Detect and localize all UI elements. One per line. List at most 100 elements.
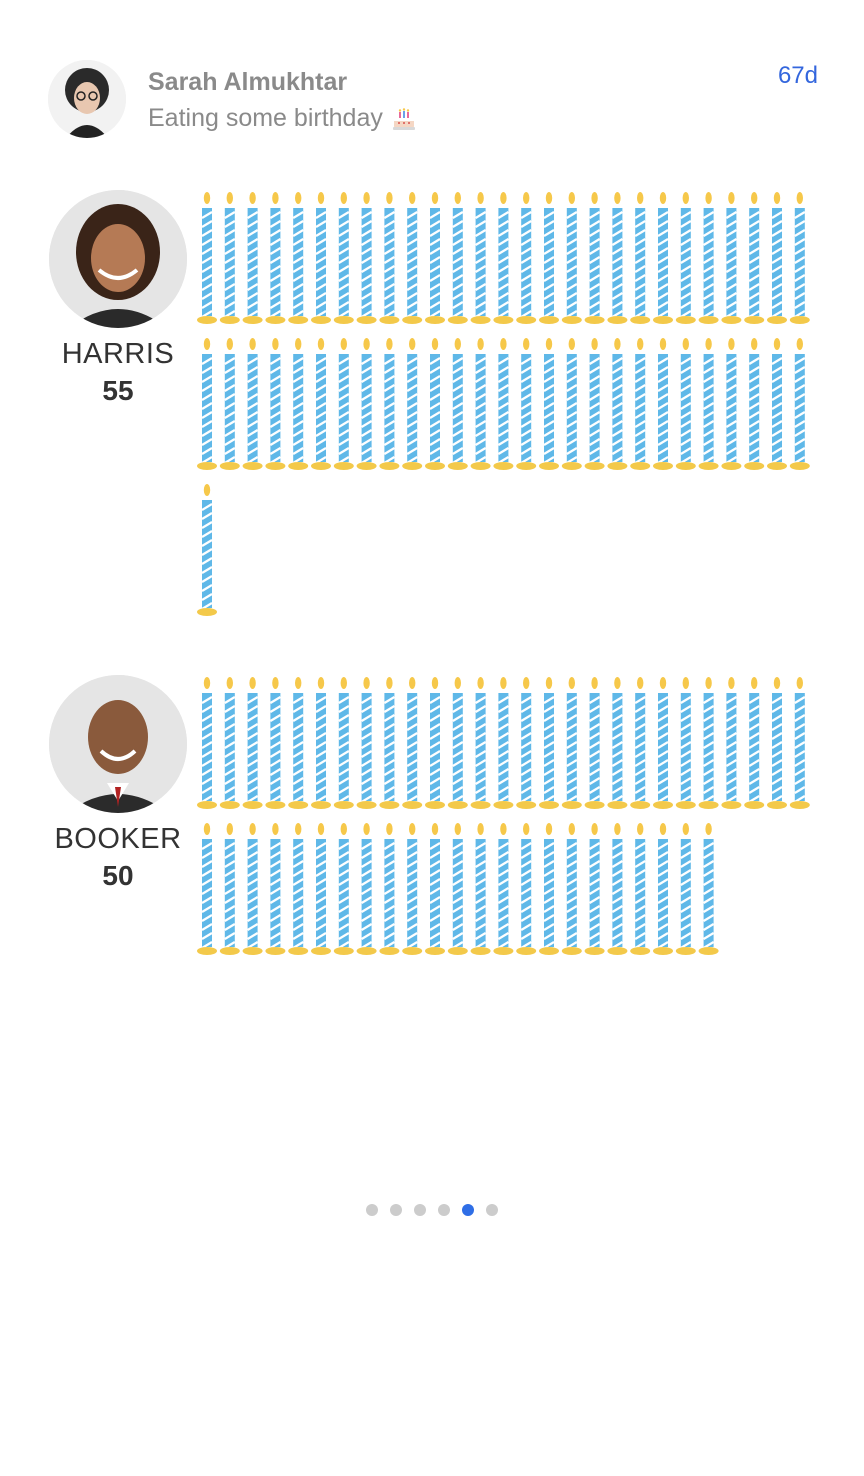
page-dot[interactable] xyxy=(486,1204,498,1216)
candle xyxy=(402,338,423,470)
candle xyxy=(721,192,742,324)
candle xyxy=(516,823,537,955)
candle xyxy=(607,192,628,324)
candle xyxy=(698,823,719,955)
candle xyxy=(265,192,286,324)
candle xyxy=(311,338,331,470)
person-booker: BOOKER 50 xyxy=(48,675,188,892)
candle xyxy=(447,192,468,324)
candle xyxy=(265,677,286,809)
candle xyxy=(767,192,787,324)
candle xyxy=(197,192,217,324)
candle xyxy=(744,192,765,324)
candle xyxy=(789,338,810,470)
harris-age: 55 xyxy=(102,375,134,406)
candle xyxy=(607,677,628,809)
candle xyxy=(744,677,765,809)
candle xyxy=(379,823,400,955)
author-status: Eating some birthday xyxy=(148,104,417,133)
page-dot[interactable] xyxy=(414,1204,426,1216)
candle xyxy=(356,677,377,809)
candle xyxy=(197,338,217,470)
candle xyxy=(311,823,331,955)
person-harris: HARRIS 55 xyxy=(48,190,188,407)
candle xyxy=(584,677,605,809)
candle xyxy=(311,192,331,324)
harris-photo xyxy=(49,190,187,328)
candle xyxy=(425,338,445,470)
candle xyxy=(630,823,651,955)
candle xyxy=(197,823,217,955)
story-header: Sarah Almukhtar Eating some birthday 67d xyxy=(48,60,818,140)
candle xyxy=(561,338,582,470)
candle xyxy=(242,338,263,470)
author-avatar[interactable] xyxy=(48,60,126,138)
candle xyxy=(789,192,810,324)
candle xyxy=(539,823,559,955)
candle xyxy=(333,677,354,809)
candle xyxy=(356,823,377,955)
candle xyxy=(447,677,468,809)
candle xyxy=(333,823,354,955)
candle xyxy=(561,823,582,955)
candle xyxy=(653,338,673,470)
candle xyxy=(288,823,309,955)
candle xyxy=(698,677,719,809)
page-dot[interactable] xyxy=(390,1204,402,1216)
candle xyxy=(402,677,423,809)
candle xyxy=(288,192,309,324)
candle xyxy=(721,677,742,809)
candle xyxy=(516,338,537,470)
status-text: Eating some birthday xyxy=(148,104,383,132)
candle xyxy=(470,338,491,470)
candle xyxy=(288,677,309,809)
author-name[interactable]: Sarah Almukhtar xyxy=(148,68,348,96)
candle xyxy=(675,338,696,470)
candle xyxy=(561,677,582,809)
candle xyxy=(675,677,696,809)
candle xyxy=(402,192,423,324)
candle xyxy=(744,338,765,470)
candle xyxy=(219,192,240,324)
candle xyxy=(379,338,400,470)
booker-candles xyxy=(197,675,820,975)
candle xyxy=(630,677,651,809)
candle xyxy=(311,677,331,809)
candle xyxy=(493,338,514,470)
candle-grid xyxy=(197,192,810,616)
candle xyxy=(698,192,719,324)
candle xyxy=(242,677,263,809)
candle xyxy=(333,338,354,470)
candle xyxy=(219,677,240,809)
candle xyxy=(607,338,628,470)
candle-grid xyxy=(197,677,810,955)
candle xyxy=(356,192,377,324)
candle xyxy=(197,484,217,616)
candle xyxy=(516,677,537,809)
candle xyxy=(767,338,787,470)
page-dot[interactable] xyxy=(366,1204,378,1216)
page-dot[interactable] xyxy=(438,1204,450,1216)
cake-icon xyxy=(391,106,417,132)
candle xyxy=(630,338,651,470)
candle xyxy=(470,192,491,324)
avatar-illustration xyxy=(48,60,126,138)
candle xyxy=(493,677,514,809)
candle xyxy=(425,677,445,809)
candle xyxy=(219,338,240,470)
harris-candles xyxy=(197,190,820,630)
candle xyxy=(630,192,651,324)
candle xyxy=(242,823,263,955)
candle xyxy=(219,823,240,955)
candle xyxy=(470,677,491,809)
candle xyxy=(447,823,468,955)
candle xyxy=(539,338,559,470)
candle xyxy=(356,338,377,470)
pagination-dots[interactable] xyxy=(0,1204,864,1216)
page-dot[interactable] xyxy=(462,1204,474,1216)
candle xyxy=(698,338,719,470)
candle xyxy=(470,823,491,955)
candle xyxy=(493,823,514,955)
candle xyxy=(425,823,445,955)
candle xyxy=(516,192,537,324)
